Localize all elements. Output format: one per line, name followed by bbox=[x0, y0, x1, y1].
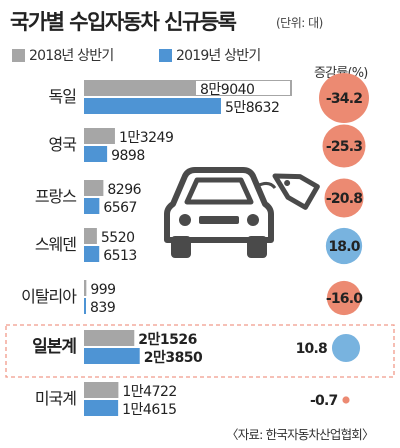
value-label-2018년-상반기-0: 8만9040 bbox=[200, 82, 254, 98]
value-label-2019년-상반기-4: 839 bbox=[90, 300, 115, 316]
bar-2019년-상반기-3 bbox=[84, 246, 100, 262]
value-label-2019년-상반기-1: 9898 bbox=[111, 148, 145, 164]
change-bubble-4 bbox=[326, 280, 362, 316]
unit-label: (단위: 대) bbox=[276, 16, 323, 30]
change-bubble-6 bbox=[342, 396, 350, 404]
bar-2019년-상반기-1 bbox=[84, 146, 108, 162]
value-label-2019년-상반기-5: 2만3850 bbox=[144, 350, 203, 366]
value-label-2019년-상반기-3: 6513 bbox=[103, 248, 137, 264]
value-label-2018년-상반기-1: 1만3249 bbox=[119, 130, 173, 146]
change-bubble-5 bbox=[331, 333, 361, 363]
change-label-4: -16.0 bbox=[326, 291, 363, 307]
bar-2019년-상반기-5 bbox=[84, 348, 140, 364]
bar-2019년-상반기-2 bbox=[84, 198, 100, 214]
change-label-6: -0.7 bbox=[310, 393, 337, 409]
value-label-bg-0-0 bbox=[196, 81, 290, 95]
category-label-6: 미국계 bbox=[35, 389, 76, 408]
bar-2019년-상반기-0 bbox=[84, 98, 221, 114]
value-label-2019년-상반기-6: 1만4615 bbox=[122, 402, 176, 418]
change-bubble-3 bbox=[325, 227, 363, 265]
bars-group: 독일 8만9040 5만8632 -34.2 영국 1만3249 9898 -25.3 프랑스 8… bbox=[21, 73, 369, 418]
highlight-box bbox=[5, 324, 395, 378]
value-label-2018년-상반기-6: 1만4722 bbox=[122, 384, 176, 400]
change-label-5: 10.8 bbox=[296, 341, 327, 357]
change-label-2: -20.8 bbox=[326, 191, 362, 207]
change-bubble-0 bbox=[319, 73, 369, 123]
value-label-2019년-상반기-2: 6567 bbox=[103, 200, 137, 216]
value-label-2018년-상반기-5: 2만1526 bbox=[138, 332, 197, 348]
change-bubble-2 bbox=[324, 178, 364, 218]
chart-title: 국가별 수입자동차 신규등록 bbox=[10, 10, 237, 34]
legend-2019: 2019년 상반기 bbox=[159, 45, 261, 65]
bar-2018년-상반기-3 bbox=[84, 228, 97, 244]
bar-2019년-상반기-6 bbox=[84, 400, 119, 416]
category-label-5: 일본계 bbox=[32, 337, 76, 357]
change-label-1: -25.3 bbox=[326, 139, 362, 155]
legend-label-2019: 2019년 상반기 bbox=[176, 48, 261, 64]
change-label-3: 18.0 bbox=[328, 239, 360, 255]
bar-2018년-상반기-6 bbox=[84, 382, 119, 398]
value-label-2018년-상반기-3: 5520 bbox=[101, 230, 135, 246]
bar-2018년-상반기-5 bbox=[84, 330, 135, 346]
bar-2018년-상반기-2 bbox=[84, 180, 104, 196]
source-note: 〈자료: 한국자동차산업협회〉 bbox=[226, 427, 374, 442]
category-label-1: 영국 bbox=[49, 135, 77, 154]
category-label-2: 프랑스 bbox=[35, 187, 76, 206]
change-label-0: -34.2 bbox=[326, 91, 362, 107]
legend-2018: 2018년 상반기 bbox=[12, 45, 114, 65]
legend-label-2018: 2018년 상반기 bbox=[29, 48, 114, 64]
value-label-2018년-상반기-2: 8296 bbox=[107, 182, 141, 198]
bar-2019년-상반기-4 bbox=[84, 298, 86, 314]
bar-2018년-상반기-4 bbox=[84, 280, 87, 296]
value-label-2019년-상반기-0: 5만8632 bbox=[225, 100, 279, 116]
legend-swatch-2019 bbox=[159, 48, 172, 62]
category-label-3: 스웨덴 bbox=[35, 235, 76, 254]
legend-swatch-2018 bbox=[12, 48, 25, 62]
value-label-2018년-상반기-4: 999 bbox=[90, 282, 115, 298]
car-with-price-tag-icon bbox=[164, 167, 320, 258]
bar-2018년-상반기-1 bbox=[84, 128, 115, 144]
category-label-0: 독일 bbox=[49, 87, 77, 106]
category-label-4: 이탈리아 bbox=[21, 287, 77, 306]
change-bubble-1 bbox=[322, 124, 366, 168]
